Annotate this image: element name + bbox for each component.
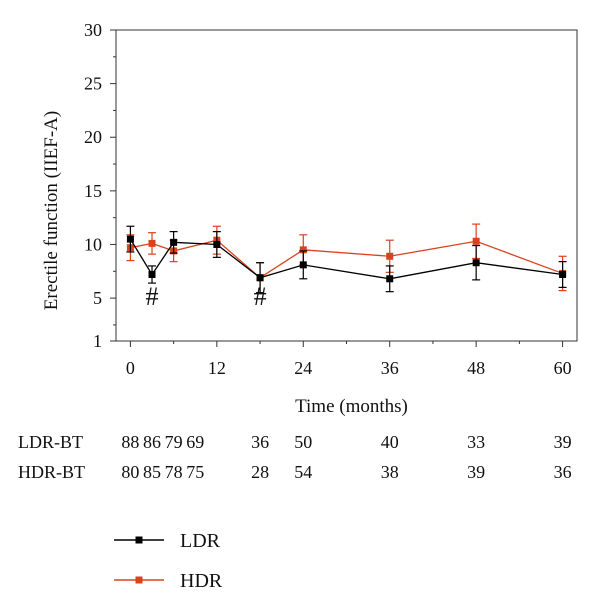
risk-count: 39 xyxy=(467,462,485,482)
risk-count: 39 xyxy=(554,432,572,452)
risk-count: 50 xyxy=(294,432,312,452)
y-tick-label: 25 xyxy=(84,74,102,94)
data-point xyxy=(386,252,394,260)
risk-row-label: HDR-BT xyxy=(18,462,85,482)
significance-mark: # xyxy=(254,282,267,311)
risk-count: 33 xyxy=(467,432,485,452)
number-at-risk-table: LDR-BT 88 86 79 69 36 50 40 33 39 HDR-BT 80 85 78 75 28… xyxy=(18,432,572,482)
y-tick-label: 5 xyxy=(93,288,102,308)
data-point xyxy=(559,271,567,279)
data-point xyxy=(126,235,134,243)
data-point xyxy=(170,238,178,246)
risk-count: 78 xyxy=(165,462,183,482)
x-tick-label: 12 xyxy=(208,358,226,378)
y-axis-title: Erectile function (IIEF-A) xyxy=(41,111,62,310)
risk-count: 86 xyxy=(143,432,161,452)
legend: LDR HDR xyxy=(114,530,223,592)
x-tick-label: 60 xyxy=(554,358,572,378)
x-axis-title: Time (months) xyxy=(295,396,408,417)
data-point xyxy=(148,271,156,279)
series-ldr xyxy=(126,225,567,294)
y-tick-label: 15 xyxy=(84,181,102,201)
risk-count: 80 xyxy=(121,462,139,482)
legend-label: HDR xyxy=(180,570,223,592)
data-point xyxy=(148,239,156,247)
y-tick-label: 1 xyxy=(93,331,102,351)
x-tick-label: 24 xyxy=(294,358,312,378)
x-tick-label: 0 xyxy=(126,358,135,378)
legend-swatch-marker xyxy=(135,536,143,544)
legend-swatch-marker xyxy=(135,576,143,584)
risk-count: 85 xyxy=(143,462,161,482)
data-point xyxy=(472,237,480,245)
risk-count: 36 xyxy=(251,432,269,452)
data-point xyxy=(299,261,307,269)
risk-count: 38 xyxy=(381,462,399,482)
risk-count: 54 xyxy=(294,462,312,482)
legend-label: LDR xyxy=(180,530,221,552)
risk-row-label: LDR-BT xyxy=(18,432,83,452)
data-point xyxy=(299,246,307,254)
data-point xyxy=(472,259,480,267)
data-point xyxy=(256,274,264,282)
significance-mark: # xyxy=(146,282,159,311)
plot-border xyxy=(115,29,578,342)
x-tick-label: 36 xyxy=(381,358,399,378)
x-tick-label: 48 xyxy=(467,358,485,378)
risk-count: 88 xyxy=(121,432,139,452)
y-tick-label: 10 xyxy=(84,234,102,254)
risk-count: 75 xyxy=(186,462,204,482)
series-hdr xyxy=(126,223,567,294)
data-point xyxy=(386,275,394,283)
risk-count: 79 xyxy=(165,432,183,452)
risk-count: 69 xyxy=(186,432,204,452)
y-tick-label: 30 xyxy=(84,20,102,40)
y-tick-label: 20 xyxy=(84,127,102,147)
series-layer xyxy=(126,223,567,294)
risk-count: 28 xyxy=(251,462,269,482)
risk-count: 40 xyxy=(381,432,399,452)
annotation-layer: # # xyxy=(146,282,267,311)
data-point xyxy=(213,240,221,248)
risk-count: 36 xyxy=(554,462,572,482)
